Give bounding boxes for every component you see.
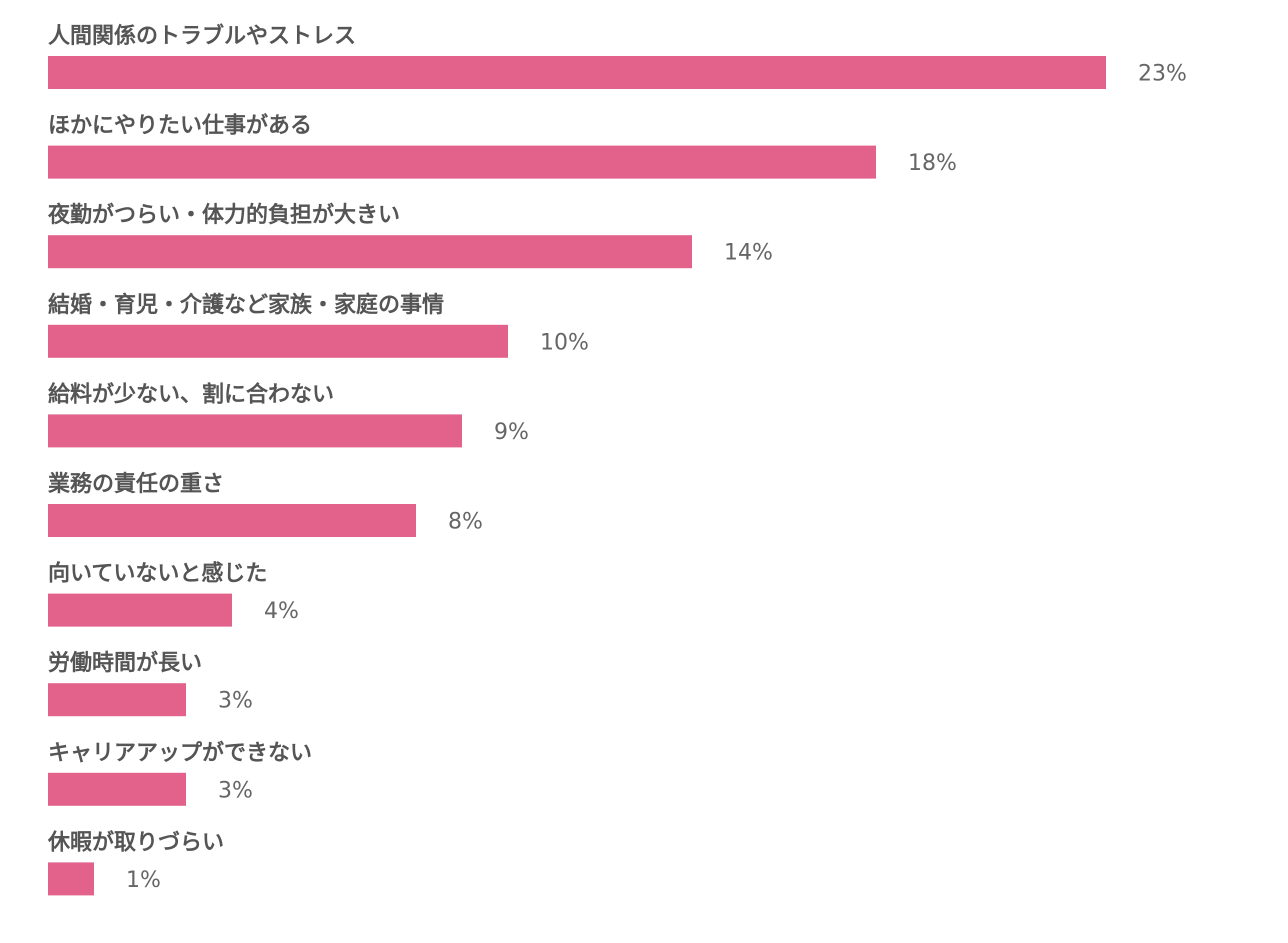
bar: [48, 56, 1106, 89]
bar: [48, 324, 508, 358]
category-label: 結婚・育児・介護など家族・家庭の事情: [48, 292, 444, 318]
category-label: 休暇が取りづらい: [47, 829, 224, 855]
bar: [48, 862, 94, 896]
bar: [48, 414, 462, 448]
category-label: 業務の責任の重さ: [48, 471, 224, 497]
bar: [48, 145, 876, 179]
category-label: 向いていないと感じた: [48, 561, 267, 587]
category-label: キャリアアップができない: [48, 740, 312, 766]
value-label: 3%: [218, 689, 253, 714]
bar: [48, 504, 416, 537]
category-label: 人間関係のトラブルやストレス: [48, 23, 356, 49]
category-label: 夜勤がつらい・体力的負担が大きい: [47, 202, 400, 228]
category-label: ほかにやりたい仕事がある: [48, 113, 312, 139]
value-label: 18%: [908, 151, 957, 176]
value-label: 14%: [724, 241, 773, 266]
category-label: 給料が少ない、割に合わない: [48, 381, 334, 407]
value-label: 3%: [218, 778, 253, 803]
value-label: 4%: [264, 599, 299, 624]
category-label: 労働時間が長い: [48, 650, 202, 676]
bar: [48, 235, 692, 269]
value-label: 1%: [126, 868, 161, 893]
value-label: 9%: [494, 420, 529, 445]
value-label: 10%: [540, 330, 589, 355]
bar: [48, 772, 186, 806]
bar: [48, 683, 186, 717]
value-label: 23%: [1138, 62, 1187, 87]
value-label: 8%: [448, 510, 483, 535]
bar: [48, 593, 232, 627]
